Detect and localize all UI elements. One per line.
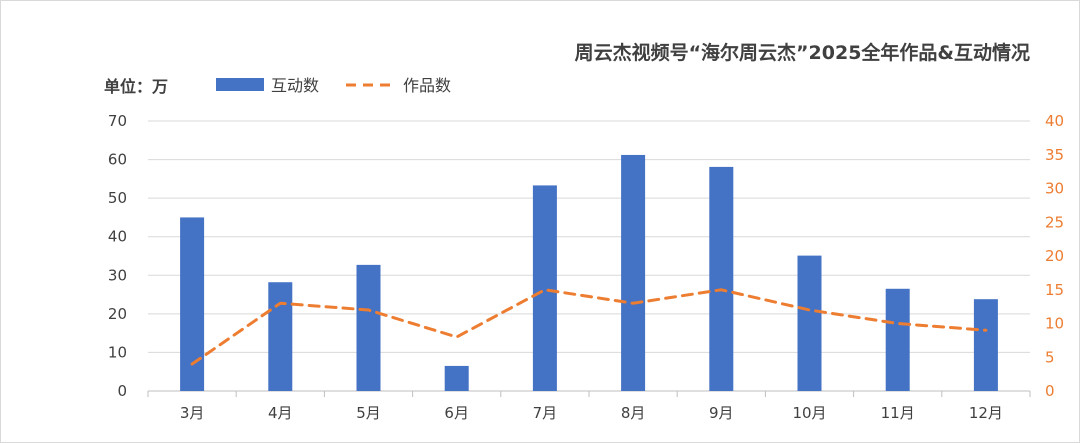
chart-title: 周云杰视频号“海尔周云杰”2025全年作品&互动情况: [575, 41, 1030, 64]
x-tick-label: 3月: [180, 404, 205, 422]
x-tick-label: 12月: [969, 404, 1003, 422]
left-tick-label: 50: [108, 189, 127, 207]
bar-12月: [973, 299, 998, 391]
left-tick-label: 0: [117, 382, 127, 400]
left-tick-label: 10: [108, 343, 127, 361]
bar-9月: [709, 166, 734, 391]
right-tick-label: 5: [1045, 348, 1055, 366]
right-tick-label: 0: [1045, 382, 1055, 400]
x-tick-label: 4月: [268, 404, 293, 422]
bar-8月: [621, 154, 646, 391]
x-tick-label: 7月: [533, 404, 558, 422]
bar-6月: [444, 365, 469, 391]
bar-10月: [797, 255, 822, 391]
bar-11月: [885, 288, 910, 391]
right-axis-ticks: 0 5 10 15 20 25 30 35 40: [1045, 112, 1064, 400]
bar-7月: [532, 185, 557, 391]
x-tick-label: 11月: [881, 404, 915, 422]
bar-5月: [356, 264, 381, 391]
works-line: [190, 288, 988, 366]
left-tick-label: 60: [108, 151, 127, 169]
gridlines: [148, 120, 1030, 392]
left-tick-label: 70: [108, 112, 127, 130]
x-tick-label: 9月: [709, 404, 734, 422]
x-tick-label: 5月: [356, 404, 381, 422]
interaction-bars: [180, 154, 998, 391]
x-tick-label: 10月: [792, 404, 826, 422]
right-tick-label: 40: [1045, 112, 1064, 130]
x-tick-label: 6月: [444, 404, 469, 422]
right-tick-label: 20: [1045, 247, 1064, 265]
right-tick-label: 30: [1045, 180, 1064, 198]
right-tick-label: 35: [1045, 146, 1064, 164]
left-tick-label: 40: [108, 228, 127, 246]
legend-swatch-interactions: [216, 78, 264, 91]
x-axis-ticks: 3月 4月 5月 6月 7月 8月 9月 10月 11月 12月: [147, 391, 1031, 422]
legend-label-interactions: 互动数: [271, 76, 319, 95]
right-tick-label: 15: [1045, 281, 1064, 299]
bar-3月: [180, 217, 205, 391]
works-series-line: [190, 288, 988, 366]
left-axis-ticks: 0 10 20 30 40 50 60 70: [108, 112, 127, 400]
bar-4月: [268, 282, 293, 391]
right-tick-label: 10: [1045, 315, 1064, 333]
x-tick-label: 8月: [621, 404, 646, 422]
left-tick-label: 30: [108, 266, 127, 284]
unit-label: 单位：万: [104, 77, 168, 96]
legend: 互动数 作品数: [216, 76, 451, 95]
left-tick-label: 20: [108, 305, 127, 323]
legend-label-works: 作品数: [403, 76, 451, 95]
right-tick-label: 25: [1045, 213, 1064, 231]
